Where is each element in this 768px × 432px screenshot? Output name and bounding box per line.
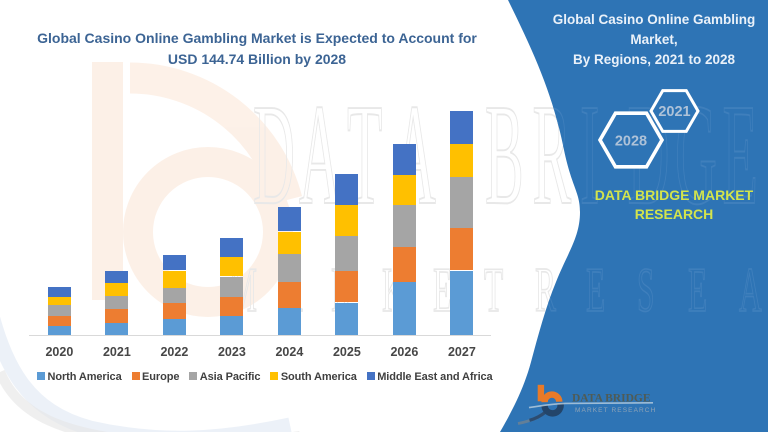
svg-text:MARKET RESEARCH: MARKET RESEARCH <box>575 407 656 414</box>
svg-text:DATA BRIDGE: DATA BRIDGE <box>572 393 651 405</box>
svg-text:2021: 2021 <box>658 104 690 120</box>
svg-text:2028: 2028 <box>615 134 647 150</box>
